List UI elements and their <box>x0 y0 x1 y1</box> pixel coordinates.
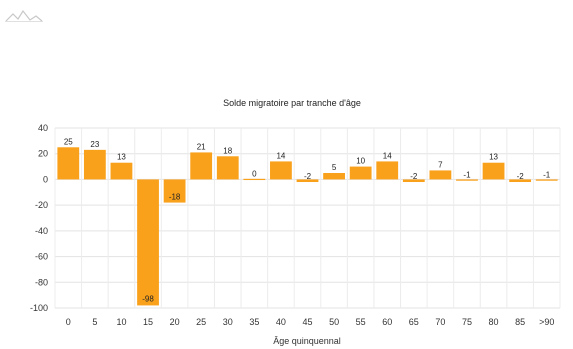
y-tick-label: 0 <box>43 174 48 184</box>
bar-80 <box>482 162 505 180</box>
y-tick-label: -80 <box>35 277 48 287</box>
y-tick-label: -20 <box>35 200 48 210</box>
bar-85 <box>509 179 532 182</box>
data-label: 13 <box>489 153 498 162</box>
data-label: -18 <box>169 193 181 202</box>
x-axis-title: Âge quinquennal <box>273 336 341 346</box>
data-label: 13 <box>117 153 126 162</box>
x-tick-label: 75 <box>462 317 472 327</box>
x-tick-label: >90 <box>539 317 554 327</box>
x-tick-label: 25 <box>196 317 206 327</box>
x-tick-label: 65 <box>409 317 419 327</box>
y-tick-label: -100 <box>30 303 48 313</box>
x-tick-label: 5 <box>92 317 97 327</box>
x-tick-label: 55 <box>356 317 366 327</box>
y-tick-label: -60 <box>35 252 48 262</box>
x-tick-label: 85 <box>515 317 525 327</box>
bar-35 <box>243 178 266 181</box>
data-labels-layer: 25 23 13 -98 -18 21 18 0 14 -2 5 10 14 -2 7 -1 13 -2 -1 <box>64 137 551 303</box>
data-label: 5 <box>332 163 337 172</box>
y-tick-label: 40 <box>38 123 48 133</box>
x-tick-label: 80 <box>489 317 499 327</box>
x-tick-label: 50 <box>329 317 339 327</box>
bars-layer <box>57 147 558 306</box>
x-tick-label: 60 <box>382 317 392 327</box>
bar-75 <box>456 179 478 181</box>
data-label: 7 <box>438 160 443 169</box>
x-tick-label: 45 <box>302 317 312 327</box>
x-tick-label: 20 <box>170 317 180 327</box>
y-tick-label: 20 <box>38 149 48 159</box>
bar-70 <box>429 170 452 180</box>
data-label: 25 <box>64 137 73 146</box>
x-tick-label: 0 <box>66 317 71 327</box>
bar-45 <box>296 179 319 182</box>
bar-20 <box>163 179 186 203</box>
data-label: 18 <box>223 146 232 155</box>
data-label: 14 <box>276 151 285 160</box>
x-tick-label: 15 <box>143 317 153 327</box>
bar-25 <box>190 152 213 180</box>
bar->90 <box>535 179 558 181</box>
y-axis: 40 20 0 -20 -40 -60 -80 -100 <box>30 123 48 313</box>
bar-60 <box>376 161 399 180</box>
bar-30 <box>216 156 239 180</box>
bar-5 <box>83 149 106 180</box>
data-label: -2 <box>517 172 525 181</box>
data-label: -1 <box>463 171 471 180</box>
x-tick-label: 40 <box>276 317 286 327</box>
bar-10 <box>110 162 133 180</box>
data-label: -2 <box>410 172 418 181</box>
bar-65 <box>402 179 425 182</box>
x-tick-label: 30 <box>223 317 233 327</box>
x-axis: 0 5 10 15 20 25 30 35 40 45 50 55 60 65 70 75 80 85 >90 <box>66 317 555 327</box>
bar-50 <box>323 173 345 180</box>
data-label: -1 <box>543 171 551 180</box>
data-label: -2 <box>304 172 312 181</box>
x-tick-label: 10 <box>116 317 126 327</box>
x-tick-label: 70 <box>435 317 445 327</box>
logo-icon <box>5 9 43 22</box>
y-tick-label: -40 <box>35 226 48 236</box>
bar-15 <box>137 179 159 306</box>
bar-0 <box>57 147 80 180</box>
x-tick-label: 35 <box>249 317 259 327</box>
data-label: 14 <box>383 151 392 160</box>
data-label: 10 <box>356 157 365 166</box>
data-label: 21 <box>197 142 206 151</box>
data-label: -98 <box>142 294 154 303</box>
bar-55 <box>349 166 372 180</box>
chart-title: Solde migratoire par tranche d'âge <box>223 98 361 108</box>
bar-40 <box>270 161 292 180</box>
data-label: 0 <box>252 169 257 178</box>
grid-layer <box>54 127 561 309</box>
data-label: 23 <box>90 140 99 149</box>
